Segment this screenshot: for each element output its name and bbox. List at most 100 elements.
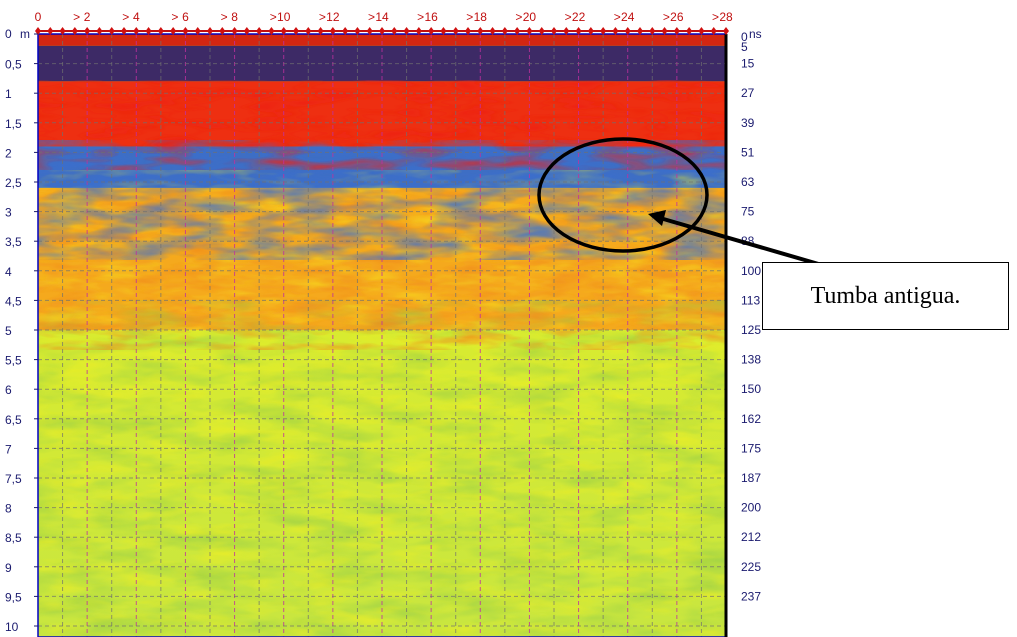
- y-left-tick-label: 7,5: [5, 472, 22, 486]
- top-axis-marker: [587, 27, 594, 35]
- y-left-tick-label: 1: [5, 87, 12, 101]
- y-right-tick-label: 187: [741, 471, 761, 485]
- y-left-tick-label: 1,5: [5, 117, 22, 131]
- x-tick-arrow: >: [171, 10, 178, 24]
- x-tick-label: 14: [375, 10, 389, 24]
- x-tick-arrow: >: [417, 10, 424, 24]
- top-axis-marker: [563, 27, 570, 35]
- x-tick-arrow: >: [221, 10, 228, 24]
- top-axis-marker: [268, 27, 275, 35]
- top-axis-marker: [624, 27, 631, 35]
- top-axis-marker: [108, 27, 115, 35]
- y-right-tick-label: 125: [741, 323, 761, 337]
- top-axis-marker: [342, 27, 349, 35]
- y-left-tick-label: 3,5: [5, 235, 22, 249]
- x-tick-label: 26: [670, 10, 684, 24]
- annotation-label-box: Tumba antigua.: [762, 262, 1009, 330]
- y-right-unit-label: ns: [749, 27, 762, 41]
- annotation-ellipse: [537, 137, 709, 253]
- grid-lines: [38, 34, 726, 637]
- y-right-tick-label: 138: [741, 353, 761, 367]
- x-tick-label: 24: [621, 10, 635, 24]
- top-axis-marker: [243, 27, 250, 35]
- x-tick-label: 20: [523, 10, 537, 24]
- top-axis-marker: [575, 27, 582, 35]
- x-tick-arrow: >: [319, 10, 326, 24]
- top-axis-marker: [551, 27, 557, 35]
- top-axis-marker: [489, 27, 496, 35]
- top-axis-marker: [428, 27, 435, 35]
- top-axis-marker: [391, 27, 398, 35]
- y-left-tick-label: 0: [5, 27, 12, 41]
- top-axis-marker: [96, 27, 103, 35]
- x-tick-arrow: >: [122, 10, 129, 24]
- x-tick-arrow: >: [73, 10, 80, 24]
- top-axis-marker: [145, 27, 152, 35]
- top-axis-marker: [157, 27, 164, 35]
- y-right-tick-label: 113: [741, 293, 760, 307]
- y-right-tick-label: 150: [741, 382, 761, 396]
- y-right-tick-label: 51: [741, 145, 755, 159]
- y-left-tick-label: 5: [5, 324, 12, 338]
- y-left-tick-label: 4: [5, 265, 12, 279]
- x-tick-label: 2: [84, 10, 91, 24]
- x-tick-label: 0: [35, 10, 42, 24]
- top-axis-marker: [379, 27, 385, 35]
- y-right-tick-label: 5: [741, 40, 748, 54]
- top-axis-marker: [600, 27, 607, 35]
- top-axis-marker: [317, 27, 324, 35]
- y-left-tick-label: 4,5: [5, 294, 22, 308]
- y-left-tick-label: 6: [5, 383, 12, 397]
- top-axis-marker: [182, 27, 189, 35]
- y-right-tick-label: 200: [741, 501, 761, 515]
- x-tick-arrow: >: [466, 10, 473, 24]
- y-left-tick-label: 9,5: [5, 590, 22, 604]
- top-axis-marker: [440, 27, 447, 35]
- top-axis-marker: [612, 27, 619, 35]
- x-tick-label: 8: [231, 10, 238, 24]
- y-right-tick-label: 75: [741, 205, 755, 219]
- y-left-tick-label: 2: [5, 146, 12, 160]
- x-tick-arrow: >: [368, 10, 375, 24]
- x-tick-label: 18: [474, 10, 488, 24]
- top-axis-marker: [121, 27, 127, 35]
- top-axis-marker: [477, 27, 484, 35]
- top-axis-marker: [649, 27, 656, 35]
- y-left-tick-label: 8,5: [5, 531, 22, 545]
- y-right-tick-label: 237: [741, 589, 761, 603]
- y-left-tick-label: 10: [5, 620, 19, 634]
- top-axis-marker: [501, 27, 508, 35]
- y-right-tick-label: 212: [741, 530, 761, 544]
- x-tick-arrow: >: [565, 10, 572, 24]
- left-axis: 0 0,5 1 1,5 2 2,5 3 3,5 4 4,5 5 5,5 6 6,5 7 7,5 8 8,5 9 9,5…: [5, 27, 38, 634]
- top-axis-marker: [452, 27, 459, 35]
- x-tick-label: 28: [719, 10, 733, 24]
- top-axis-marker: [673, 27, 680, 35]
- y-left-tick-label: 0,5: [5, 58, 22, 72]
- y-left-tick-label: 2,5: [5, 176, 22, 190]
- top-axis-marker: [354, 27, 361, 35]
- top-axis-marker: [329, 27, 336, 35]
- x-tick-arrow: >: [663, 10, 670, 24]
- x-tick-label: 16: [424, 10, 438, 24]
- y-right-tick-label: 27: [741, 86, 755, 100]
- top-axis: 0 2> 4> 6> 8> 10> 12> 14> 16> 18> 20> 22> 24> 26> 28>: [35, 10, 733, 35]
- top-axis-marker: [403, 27, 410, 35]
- y-left-unit-label: m: [20, 27, 30, 41]
- top-axis-marker: [698, 27, 705, 35]
- top-axis-marker: [686, 27, 693, 35]
- y-left-tick-label: 5,5: [5, 354, 22, 368]
- x-tick-label: 22: [572, 10, 586, 24]
- x-tick-arrow: >: [515, 10, 522, 24]
- top-axis-marker: [514, 27, 521, 35]
- right-axis: 0515273951637588100113125138150162175187…: [741, 27, 762, 603]
- y-right-tick-label: 15: [741, 57, 755, 71]
- top-axis-marker: [637, 27, 643, 35]
- x-tick-arrow: >: [270, 10, 277, 24]
- top-axis-marker: [366, 27, 373, 35]
- y-right-tick-label: 162: [741, 412, 761, 426]
- x-tick-label: 10: [277, 10, 291, 24]
- top-axis-marker: [219, 27, 226, 35]
- y-left-tick-label: 9: [5, 561, 12, 575]
